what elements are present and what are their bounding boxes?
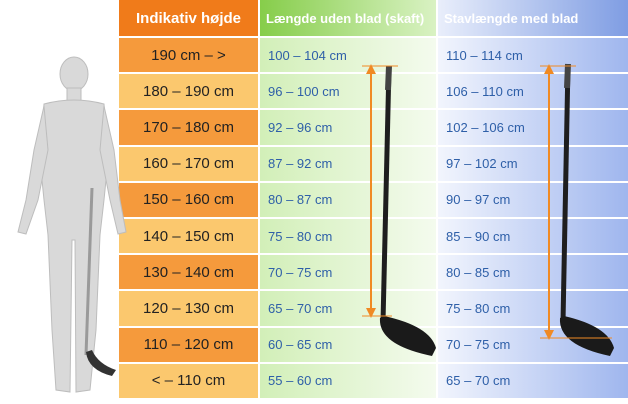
silhouette [17, 56, 127, 393]
table-cell: 110 – 120 cm [119, 327, 258, 362]
header-cell: Stavlængde med blad [438, 0, 628, 36]
header-cell: Indikativ højde [119, 0, 258, 36]
table-cell: 180 – 190 cm [119, 74, 258, 109]
table-cell: 100 – 104 cm [260, 38, 436, 73]
table-cell: < – 110 cm [119, 363, 258, 398]
table-cell: 55 – 60 cm [260, 363, 436, 398]
table-cell: 140 – 150 cm [119, 219, 258, 254]
small-stick [84, 187, 116, 376]
table-cell: 96 – 100 cm [260, 74, 436, 109]
table-cell: 80 – 85 cm [438, 255, 628, 290]
table-cell: 170 – 180 cm [119, 110, 258, 145]
table-cell: 110 – 114 cm [438, 38, 628, 73]
table-cell: 90 – 97 cm [438, 182, 628, 217]
table-cell: 130 – 140 cm [119, 255, 258, 290]
table-cell: 60 – 65 cm [260, 327, 436, 362]
table-cell: 70 – 75 cm [260, 255, 436, 290]
table-cell: 160 – 170 cm [119, 146, 258, 181]
table-cell: 65 – 70 cm [438, 363, 628, 398]
table-cell: 102 – 106 cm [438, 110, 628, 145]
table-cell: 150 – 160 cm [119, 182, 258, 217]
header-cell: Længde uden blad (skaft) [260, 0, 436, 36]
table-cell: 70 – 75 cm [438, 327, 628, 362]
table-cell: 87 – 92 cm [260, 146, 436, 181]
table-cell: 75 – 80 cm [438, 291, 628, 326]
table-cell: 65 – 70 cm [260, 291, 436, 326]
table-cell: 85 – 90 cm [438, 219, 628, 254]
table-cell: 97 – 102 cm [438, 146, 628, 181]
table-cell: 75 – 80 cm [260, 219, 436, 254]
table-cell: 80 – 87 cm [260, 182, 436, 217]
table-cell: 120 – 130 cm [119, 291, 258, 326]
table-cell: 106 – 110 cm [438, 74, 628, 109]
table-cell: 92 – 96 cm [260, 110, 436, 145]
table-cell: 190 cm – > [119, 38, 258, 73]
